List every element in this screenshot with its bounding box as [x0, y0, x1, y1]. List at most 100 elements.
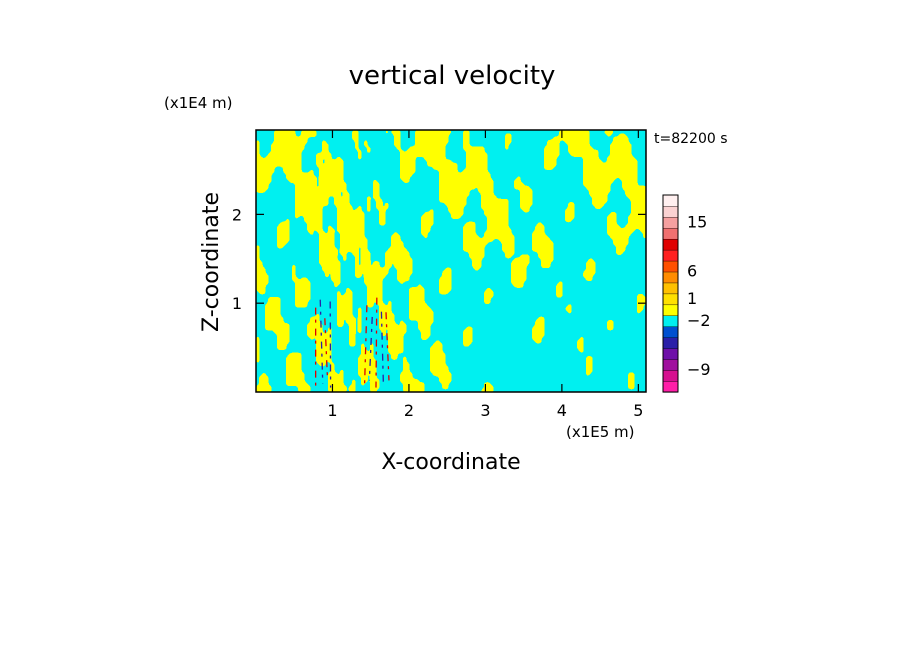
field-cell	[622, 238, 626, 242]
field-cell	[616, 159, 620, 164]
field-cell	[304, 385, 308, 390]
field-cell	[370, 267, 374, 272]
field-cell	[616, 156, 620, 161]
field-cell	[424, 146, 428, 151]
field-cell	[574, 133, 578, 138]
field-cell	[370, 352, 374, 357]
field-cell	[430, 352, 434, 357]
field-cell	[277, 228, 281, 233]
field-cell	[613, 143, 617, 147]
field-cell	[397, 257, 401, 262]
field-cell	[481, 156, 485, 161]
field-cell	[316, 333, 320, 337]
field-cell	[283, 136, 287, 141]
field-cell	[541, 257, 545, 262]
field-cell	[619, 247, 623, 252]
field-cell	[352, 218, 356, 223]
field-cell	[346, 300, 350, 305]
field-cell	[619, 228, 623, 233]
field-cell	[445, 277, 449, 282]
field-cell	[544, 264, 548, 269]
field-cell	[571, 149, 575, 154]
field-cell	[352, 316, 356, 321]
field-cell	[628, 162, 632, 167]
field-cell	[289, 136, 293, 141]
field-cell	[634, 182, 638, 187]
field-cell	[484, 231, 488, 236]
field-cell	[289, 362, 293, 367]
field-cell	[451, 172, 455, 177]
field-cell	[622, 166, 626, 170]
field-cell	[625, 234, 629, 239]
field-cell	[583, 175, 587, 180]
field-cell	[352, 130, 356, 134]
field-cell	[490, 388, 494, 392]
field-cell	[256, 270, 260, 275]
field-cell	[373, 274, 377, 278]
field-cell	[295, 188, 299, 193]
field-cell	[343, 293, 347, 298]
field-cell	[433, 372, 437, 377]
field-cell	[421, 149, 425, 154]
field-cell	[292, 375, 296, 380]
field-cell	[325, 257, 329, 262]
field-cell	[427, 211, 431, 216]
field-cell	[322, 349, 326, 354]
field-cell	[433, 166, 437, 170]
field-cell	[532, 234, 536, 239]
field-cell	[328, 179, 332, 183]
field-cell	[319, 169, 323, 174]
field-cell	[346, 247, 350, 252]
field-cell	[610, 215, 614, 220]
field-cell	[343, 300, 347, 305]
field-cell	[469, 179, 473, 183]
field-cell	[337, 375, 341, 380]
field-cell	[424, 221, 428, 226]
field-cell	[304, 300, 308, 305]
field-cell	[283, 231, 287, 236]
field-cell	[295, 283, 299, 288]
field-cell	[304, 297, 308, 301]
field-cell	[592, 192, 596, 197]
field-cell	[517, 261, 521, 265]
field-cell	[487, 388, 491, 392]
field-cell	[490, 195, 494, 200]
field-cell	[367, 264, 371, 269]
field-cell	[307, 297, 311, 301]
field-cell	[322, 198, 326, 203]
field-cell	[421, 313, 425, 318]
field-cell	[469, 329, 473, 334]
field-cell	[328, 224, 332, 229]
field-cell	[403, 166, 407, 170]
field-cell	[403, 169, 407, 174]
field-cell	[307, 188, 311, 193]
field-cell	[622, 244, 626, 249]
field-cell	[301, 182, 305, 187]
field-cell	[340, 211, 344, 216]
field-cell	[610, 234, 614, 239]
field-cell	[436, 349, 440, 354]
field-cell	[394, 251, 398, 256]
field-cell	[415, 146, 419, 151]
field-cell	[409, 388, 413, 392]
field-cell	[463, 179, 467, 183]
field-cell	[349, 303, 353, 308]
field-cell	[439, 179, 443, 183]
field-cell	[418, 136, 422, 141]
field-cell	[547, 261, 551, 265]
field-cell	[616, 224, 620, 229]
field-cell	[337, 378, 341, 383]
field-cell	[490, 198, 494, 203]
field-strong-streaks	[314, 297, 390, 388]
field-cell	[598, 175, 602, 180]
field-cell	[265, 382, 269, 387]
field-cell	[454, 208, 458, 213]
field-cell	[367, 149, 371, 154]
field-cell	[541, 329, 545, 334]
field-cell	[580, 152, 584, 157]
field-cell	[544, 156, 548, 161]
field-cell	[391, 257, 395, 262]
field-cell	[628, 179, 632, 183]
field-cell	[394, 355, 398, 360]
field-cell	[409, 313, 413, 318]
